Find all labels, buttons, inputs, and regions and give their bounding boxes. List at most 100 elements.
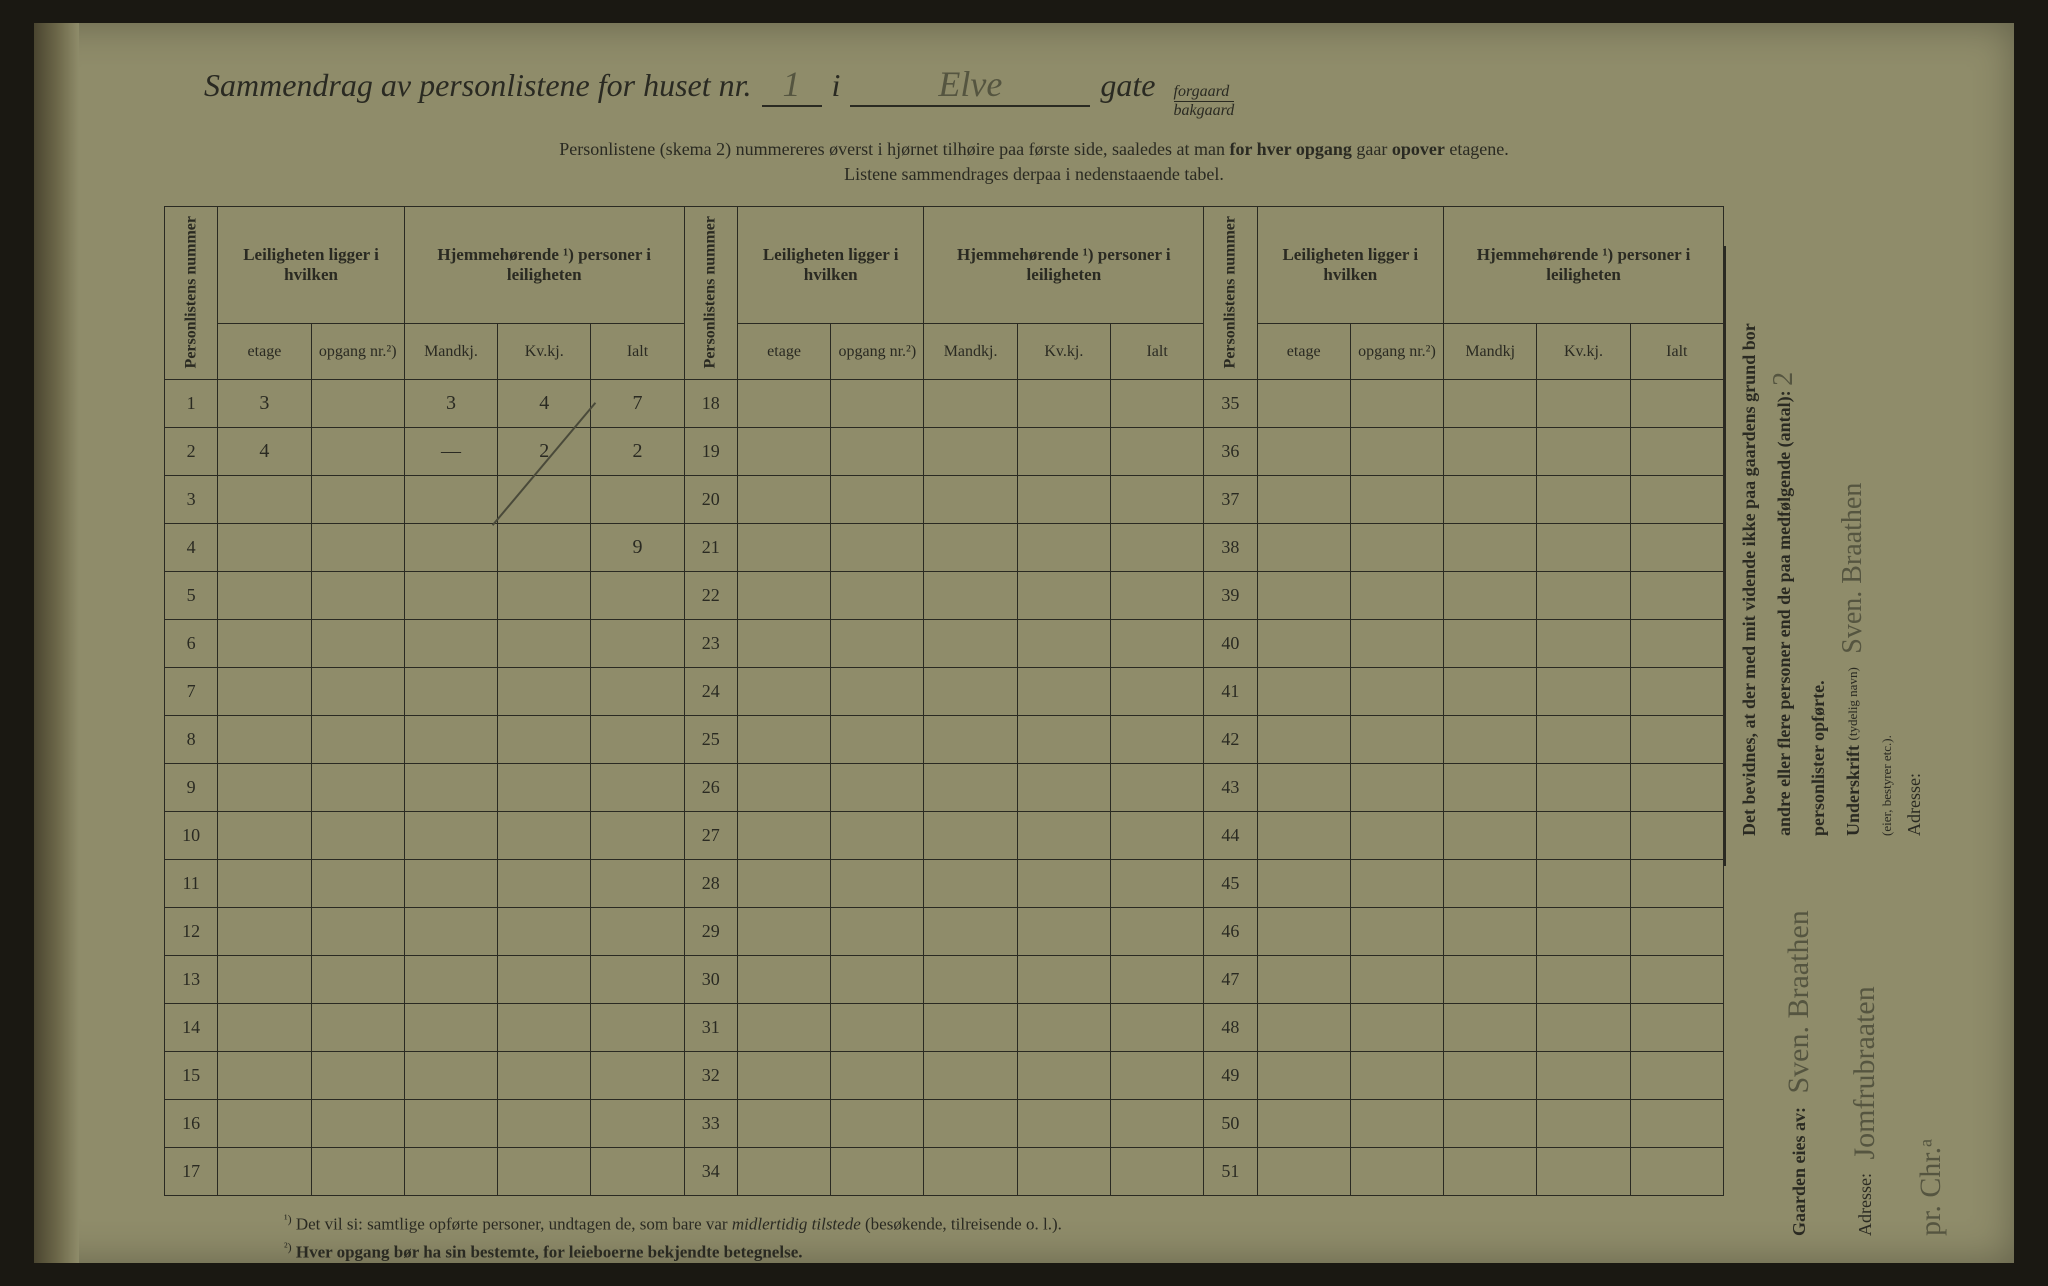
row-number: 44 [1204,812,1257,860]
row-number: 25 [684,716,737,764]
cell-ialt [1110,1100,1203,1148]
cell-etage [737,716,830,764]
row-number: 49 [1204,1052,1257,1100]
cell-etage [218,524,311,572]
title-prefix: Sammendrag av personlistene for huset nr… [204,67,752,104]
row-number: 36 [1204,428,1257,476]
col-opgang-2: opgang nr.²) [831,324,924,380]
footnote-2-sup: ²) [284,1240,292,1254]
cell-etage [218,620,311,668]
cell-etage [218,956,311,1004]
cell-kvkj [498,524,591,572]
cell-etage [1257,764,1350,812]
footnote-1a: Det vil si: samtlige opførte personer, u… [296,1215,732,1234]
cell-opgang [1350,1004,1443,1052]
row-number: 22 [684,572,737,620]
cell-mandkj [1444,428,1537,476]
cell-kvkj [498,668,591,716]
subheader-line1d: opover [1392,139,1445,159]
footnote-2: ²) Hver opgang bør ha sin bestemte, for … [284,1238,1664,1266]
cell-mandkj [1444,908,1537,956]
cell-opgang [311,428,404,476]
cell-opgang [831,524,924,572]
cell-mandkj [1444,812,1537,860]
cell-opgang [831,764,924,812]
col-etage-2: etage [737,324,830,380]
cell-ialt: 7 [591,380,684,428]
cell-kvkj [1537,1004,1630,1052]
cell-mandkj [1444,476,1537,524]
census-table: Personlistens nummer Leiligheten ligger … [164,206,1724,1196]
cell-kvkj [1537,620,1630,668]
cell-ialt [1110,812,1203,860]
cell-ialt [1630,1052,1723,1100]
cell-etage [218,1100,311,1148]
cell-mandkj [924,572,1017,620]
row-number: 11 [165,860,218,908]
cell-mandkj [924,812,1017,860]
cell-kvkj [1017,1004,1110,1052]
table-row: 492138 [165,524,1724,572]
col-leiligheten-3: Leiligheten ligger i hvilken [1257,206,1444,324]
row-number: 9 [165,764,218,812]
cell-ialt [591,620,684,668]
cell-ialt [1110,860,1203,908]
cell-opgang [311,572,404,620]
cell-kvkj [1017,764,1110,812]
cell-etage [1257,572,1350,620]
cell-mandkj [404,1052,497,1100]
cell-mandkj [924,860,1017,908]
cell-mandkj [924,1052,1017,1100]
cell-etage [1257,1148,1350,1196]
cell-etage [1257,428,1350,476]
row-number: 37 [1204,476,1257,524]
cell-ialt [591,668,684,716]
subheader: Personlistene (skema 2) nummereres øvers… [84,129,1984,205]
cell-mandkj [404,668,497,716]
cell-ialt [1630,668,1723,716]
cell-ialt [591,1004,684,1052]
header: Sammendrag av personlistene for huset nr… [84,43,1984,129]
cell-ialt [591,860,684,908]
cell-etage [218,476,311,524]
cell-kvkj [1537,380,1630,428]
row-number: 39 [1204,572,1257,620]
cell-ialt [591,476,684,524]
cell-opgang [831,572,924,620]
cell-ialt [1630,956,1723,1004]
table-row: 82542 [165,716,1724,764]
table-row: 153249 [165,1052,1724,1100]
cell-mandkj [1444,956,1537,1004]
col-opgang-1: opgang nr.²) [311,324,404,380]
cell-etage [1257,1100,1350,1148]
cell-ialt [1630,1004,1723,1052]
row-number: 35 [1204,380,1257,428]
row-number: 1 [165,380,218,428]
table-row: 32037 [165,476,1724,524]
cell-etage [1257,1052,1350,1100]
cell-opgang [1350,1052,1443,1100]
cell-opgang [1350,380,1443,428]
row-number: 51 [1204,1148,1257,1196]
cell-mandkj [1444,668,1537,716]
signature: Sven. Braathen [1837,482,1868,653]
cell-opgang [1350,860,1443,908]
row-number: 27 [684,812,737,860]
cell-etage [1257,716,1350,764]
cell-etage [737,476,830,524]
table-wrap: Personlistens nummer Leiligheten ligger … [84,206,1724,1266]
row-number: 6 [165,620,218,668]
cell-opgang [831,380,924,428]
col-ialt-3: Ialt [1630,324,1723,380]
cell-etage: 3 [218,380,311,428]
row-number: 43 [1204,764,1257,812]
page-binding-edge [34,23,79,1263]
cell-mandkj [1444,1100,1537,1148]
cell-etage [737,956,830,1004]
cell-ialt [1110,764,1203,812]
cell-etage [737,812,830,860]
footnotes: ¹) Det vil si: samtlige opførte personer… [164,1196,1724,1266]
cell-ialt [1110,668,1203,716]
cell-opgang [311,956,404,1004]
cell-etage [218,1052,311,1100]
